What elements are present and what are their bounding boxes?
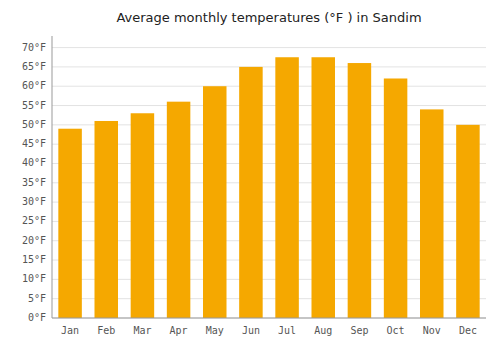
bar [456, 125, 480, 318]
x-tick-label: Apr [170, 325, 188, 336]
y-tick-label: 0°F [28, 312, 46, 323]
y-tick-label: 45°F [22, 138, 46, 149]
x-tick-label: Mar [133, 325, 151, 336]
bar [239, 67, 263, 318]
x-tick-label: Nov [423, 325, 441, 336]
y-tick-label: 60°F [22, 80, 46, 91]
grid-line [52, 318, 486, 319]
x-tick-label: Oct [387, 325, 405, 336]
bar [311, 57, 335, 318]
y-tick-label: 40°F [22, 157, 46, 168]
y-axis: 0°F 5°F 10°F 15°F 20°F 25°F 30°F 35°F 40°F 45°F 50… [22, 36, 52, 323]
bar [58, 129, 82, 318]
grid-line [52, 66, 486, 67]
bar [203, 86, 227, 318]
bars [58, 57, 479, 318]
x-tick-label: Feb [97, 325, 115, 336]
y-tick-label: 70°F [22, 42, 46, 53]
y-tick-label: 15°F [22, 254, 46, 265]
title: Average monthly temperatures (°F ) in Sa… [116, 10, 421, 25]
y-tick-label: 35°F [22, 177, 46, 188]
grid-line [52, 47, 486, 48]
x-axis-line [52, 318, 486, 319]
bar [167, 102, 191, 318]
x-tick-label: Sep [350, 325, 368, 336]
x-tick-label: Dec [459, 325, 477, 336]
y-tick-label: 5°F [28, 293, 46, 304]
x-tick-label: Jul [278, 325, 296, 336]
bar [384, 78, 408, 318]
chart-svg: 0°F 5°F 10°F 15°F 20°F 25°F 30°F 35°F 40°F 45°F 50… [0, 0, 500, 350]
bar [275, 57, 299, 318]
y-tick-label: 55°F [22, 100, 46, 111]
y-tick-label: 20°F [22, 235, 46, 246]
x-tick-label: May [206, 325, 224, 336]
bar [348, 63, 372, 318]
bar [420, 109, 444, 318]
grid-line [52, 105, 486, 106]
y-tick-label: 25°F [22, 215, 46, 226]
bar [94, 121, 118, 318]
y-tick-label: 30°F [22, 196, 46, 207]
x-tick-label: Aug [314, 325, 332, 336]
chart-container: 0°F 5°F 10°F 15°F 20°F 25°F 30°F 35°F 40°F 45°F 50… [0, 0, 500, 350]
x-tick-label: Jun [242, 325, 260, 336]
grid-line [52, 86, 486, 87]
bar [131, 113, 155, 318]
y-tick-label: 50°F [22, 119, 46, 130]
y-tick-label: 65°F [22, 61, 46, 72]
x-tick-label: Jan [61, 325, 79, 336]
y-axis-line [52, 36, 53, 318]
y-tick-label: 10°F [22, 273, 46, 284]
x-axis: Jan Feb Mar Apr May Jun Jul Aug Sep Oct Nov Dec [52, 318, 486, 336]
grid [52, 48, 486, 318]
